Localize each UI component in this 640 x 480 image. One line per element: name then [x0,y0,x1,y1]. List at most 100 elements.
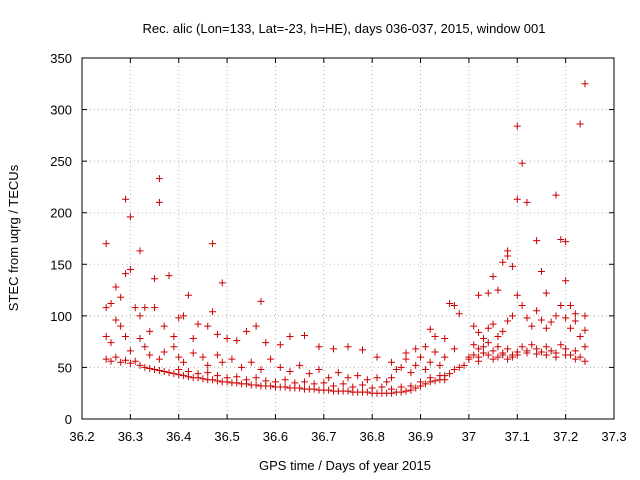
data-point [170,343,178,351]
axes-layer: 36.2 36.3 36.4 36.5 36.6 36.7 36.8 36.9 37 37.1 37… [50,51,626,444]
data-point [165,369,173,377]
data-point [117,358,125,366]
data-point [151,304,159,312]
data-point [170,332,178,340]
x-axis-title: GPS time / Days of year 2015 [259,458,431,473]
data-point [508,353,516,361]
data-point [504,355,512,363]
data-point [228,355,236,363]
data-point [151,275,159,283]
data-point [160,368,168,376]
data-point [175,365,183,373]
data-point [542,343,550,351]
y-tick-label: 100 [50,309,72,324]
data-point [571,355,579,363]
data-point [552,191,560,199]
x-tick-label: 36.3 [118,429,143,444]
data-point [296,361,304,369]
y-tick-label: 0 [65,412,72,427]
data-point [213,330,221,338]
data-point [504,345,512,353]
data-point [136,335,144,343]
y-tick-label: 150 [50,257,72,272]
data-point [523,349,531,357]
data-point [267,382,275,390]
data-point [489,355,497,363]
data-point [562,314,570,322]
data-point [581,312,589,320]
data-point [581,357,589,365]
data-point [566,302,574,310]
data-point [102,355,110,363]
data-point [552,353,560,361]
data-point [562,345,570,353]
data-point [571,317,579,325]
data-point [581,80,589,88]
data-point [513,351,521,359]
data-point [349,383,357,391]
data-point [436,361,444,369]
x-tick-label: 37 [462,429,476,444]
data-point [562,238,570,246]
data-point [300,331,308,339]
data-point [576,332,584,340]
data-point [489,273,497,281]
data-point [344,387,352,395]
data-point [262,377,270,385]
data-point [276,363,284,371]
data-point [537,316,545,324]
data-point [126,265,134,273]
x-tick-label: 36.4 [166,429,191,444]
data-point [339,380,347,388]
data-point [300,378,308,386]
data-point [102,332,110,340]
data-point [194,320,202,328]
data-point [136,361,144,369]
x-tick-label: 36.8 [360,429,385,444]
data-point [223,335,231,343]
data-point [513,122,521,130]
data-point [218,358,226,366]
data-point [528,322,536,330]
data-point [470,341,478,349]
data-point [252,322,260,330]
data-point [402,349,410,357]
data-point [209,240,217,248]
data-point [426,325,434,333]
data-point [131,357,139,365]
y-tick-label: 200 [50,206,72,221]
data-point [542,289,550,297]
data-point [180,312,188,320]
y-axis-title: STEC from uqrg / TECUs [6,164,21,311]
data-point [470,351,478,359]
data-point [344,343,352,351]
data-point [446,299,454,307]
data-point [479,343,487,351]
data-point [499,327,507,335]
data-point [218,279,226,287]
data-point [542,324,550,332]
data-point [242,327,250,335]
data-point [465,353,473,361]
data-point [494,332,502,340]
x-tick-label: 36.7 [311,429,336,444]
data-point [165,272,173,280]
data-point [199,353,207,361]
data-point [542,351,550,359]
data-point [102,304,110,312]
data-point [431,377,439,385]
data-point [581,343,589,351]
data-point [412,384,420,392]
data-point [484,324,492,332]
data-point [359,346,367,354]
data-point [494,353,502,361]
y-tick-label: 350 [50,51,72,66]
data-point [155,198,163,206]
data-point [537,348,545,356]
data-point [547,347,555,355]
data-point [204,361,212,369]
data-point [136,312,144,320]
data-point [257,365,265,373]
data-point [489,347,497,355]
